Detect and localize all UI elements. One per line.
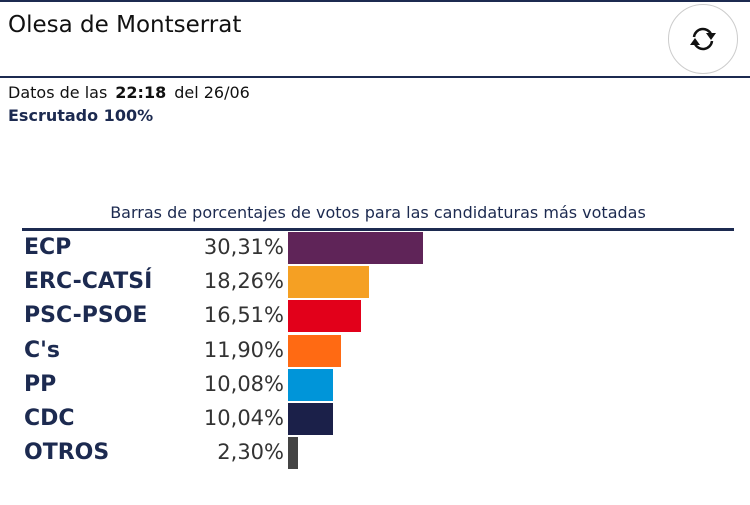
header-divider (0, 76, 750, 78)
party-label: ECP (24, 235, 72, 260)
percent-label: 10,04% (203, 406, 284, 430)
percent-label: 2,30% (217, 440, 284, 465)
bar (288, 403, 333, 435)
chart-top-rule (22, 228, 734, 231)
datos-label: Datos de las (8, 83, 108, 102)
percent-label: 18,26% (203, 269, 284, 294)
refresh-icon (690, 27, 716, 51)
update-date: del 26/06 (174, 83, 250, 102)
party-label: C's (24, 337, 60, 363)
top-border (0, 0, 750, 2)
chart-row: C's 11,90% (0, 334, 750, 367)
chart-row: ERC-CATSÍ 18,26% (0, 266, 750, 299)
update-info: Datos de las 22:18 del 26/06 (8, 83, 250, 102)
chart-row: OTROS 2,30% (0, 437, 750, 470)
percent-label: 30,31% (203, 235, 284, 259)
chart-row: PP 10,08% (0, 368, 750, 401)
bar (288, 334, 341, 367)
chart-row: ECP 30,31% (0, 232, 750, 264)
party-label: CDC (24, 406, 75, 431)
update-time: 22:18 (115, 83, 167, 102)
percent-label: 11,90% (203, 337, 284, 362)
party-label: OTROS (24, 440, 110, 466)
percent-label: 16,51% (203, 303, 284, 328)
percent-label: 10,08% (203, 371, 284, 396)
party-label: PSC-PSOE (24, 303, 148, 329)
party-label: PP (24, 371, 57, 397)
page-title: Olesa de Montserrat (8, 12, 242, 38)
chart-title: Barras de porcentajes de votos para las … (110, 203, 646, 222)
bar (288, 232, 423, 264)
scrutiny-status: Escrutado 100% (8, 106, 154, 125)
bar (288, 300, 362, 333)
bar (288, 266, 370, 299)
chart-row: CDC 10,04% (0, 403, 750, 435)
party-label: ERC-CATSÍ (24, 269, 153, 295)
bar (288, 368, 333, 401)
chart-row: PSC-PSOE 16,51% (0, 300, 750, 333)
refresh-button[interactable] (668, 4, 738, 74)
bar (288, 437, 299, 470)
